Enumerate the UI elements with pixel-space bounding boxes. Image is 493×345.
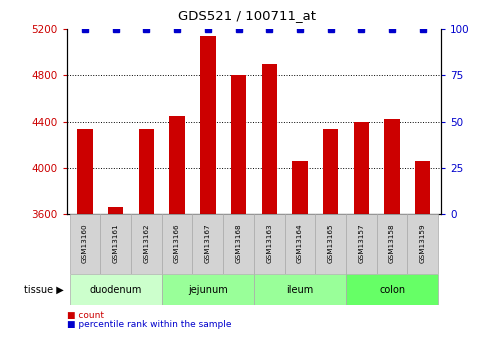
Bar [346,214,377,274]
Bar [162,214,192,274]
Bar [346,274,438,305]
Bar [407,214,438,274]
Text: GSM13161: GSM13161 [113,223,119,263]
Bar [170,116,185,214]
Bar [77,129,93,214]
Bar [353,121,369,214]
Text: jejunum: jejunum [188,285,228,295]
Bar [262,64,277,214]
Text: GSM13157: GSM13157 [358,223,364,263]
Text: GSM13162: GSM13162 [143,223,149,263]
Text: GSM13163: GSM13163 [266,223,272,263]
Text: GDS521 / 100711_at: GDS521 / 100711_at [177,9,316,22]
Bar [108,207,123,214]
Text: tissue ▶: tissue ▶ [24,285,64,295]
Bar [415,161,430,214]
Bar [70,274,162,305]
Text: GSM13164: GSM13164 [297,223,303,263]
Text: GSM13165: GSM13165 [328,223,334,263]
Text: ileum: ileum [286,285,314,295]
Text: GSM13167: GSM13167 [205,223,211,263]
Text: GSM13166: GSM13166 [174,223,180,263]
Text: GSM13159: GSM13159 [420,223,426,263]
Bar [131,214,162,274]
Bar [139,129,154,214]
Bar [162,274,254,305]
Text: GSM13168: GSM13168 [236,223,242,263]
Bar [254,214,284,274]
Bar [323,129,338,214]
Bar [284,214,316,274]
Bar [292,161,308,214]
Bar [385,119,400,214]
Bar [377,214,407,274]
Bar [316,214,346,274]
Text: GSM13160: GSM13160 [82,223,88,263]
Bar [254,274,346,305]
Bar [192,214,223,274]
Bar [223,214,254,274]
Text: duodenum: duodenum [90,285,142,295]
Bar [70,214,101,274]
Bar [200,36,215,214]
Bar [231,76,246,214]
Text: ■ percentile rank within the sample: ■ percentile rank within the sample [67,320,231,329]
Text: ■ count: ■ count [67,311,104,320]
Text: GSM13158: GSM13158 [389,223,395,263]
Text: colon: colon [379,285,405,295]
Bar [101,214,131,274]
